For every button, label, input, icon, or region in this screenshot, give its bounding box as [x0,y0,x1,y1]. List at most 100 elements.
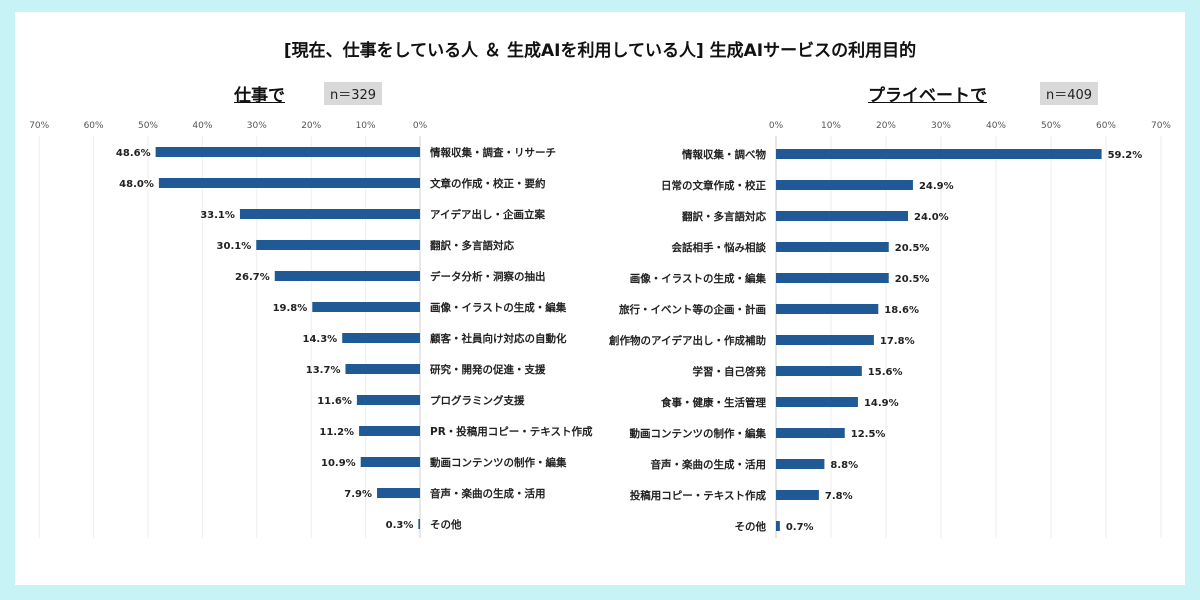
tick-label: 60% [1096,121,1116,131]
data-label: 0.3% [386,520,414,531]
bar [776,428,845,438]
bar [345,364,420,374]
tick-label: 30% [247,121,267,131]
bar [776,521,780,531]
category-label: 研究・開発の促進・支援 [430,363,546,376]
category-label: 旅行・イベント等の企画・計画 [619,303,766,316]
data-label: 12.5% [851,429,886,440]
tick-label: 60% [84,121,104,131]
bar [776,304,879,314]
tick-label: 20% [876,121,896,131]
bar [274,271,420,281]
category-label: 情報収集・調査・リサーチ [430,146,556,159]
category-label: 会話相手・悩み相談 [672,241,767,254]
data-label: 14.3% [303,334,338,345]
category-label: プログラミング支援 [430,394,525,407]
chart-panel [15,12,1185,585]
left-sample-size: n＝329 [324,82,383,105]
category-label: 学習・自己啓発 [693,365,767,378]
category-label: 動画コンテンツの制作・編集 [630,427,767,440]
bar [377,488,420,498]
bar [776,273,889,283]
bar [356,395,420,405]
bar [158,178,420,188]
category-label: 投稿用コピー・テキスト作成 [630,489,767,502]
category-label: データ分析・洞察の抽出 [430,270,546,283]
data-label: 48.0% [119,179,154,190]
tick-label: 0% [413,121,428,131]
tick-label: 30% [931,121,951,131]
category-label: 音声・楽曲の生成・活用 [651,458,767,471]
category-label: その他 [735,520,767,533]
data-label: 8.8% [830,460,858,471]
bar [256,240,420,250]
data-label: 13.7% [306,365,341,376]
data-label: 17.8% [880,336,915,347]
data-label: 20.5% [895,274,930,285]
tick-label: 0% [769,121,784,131]
bar [418,519,420,529]
tick-label: 40% [192,121,212,131]
right-sample-size: n＝409 [1040,82,1099,105]
data-label: 7.9% [344,489,372,500]
data-label: 30.1% [217,241,252,252]
bar [776,397,858,407]
tick-label: 50% [1041,121,1061,131]
data-label: 24.9% [919,181,954,192]
bar [776,211,908,221]
bar [155,147,420,157]
data-label: 19.8% [273,303,308,314]
tick-label: 70% [29,121,49,131]
category-label: 食事・健康・生活管理 [660,396,766,409]
category-label: 顧客・社員向け対応の自動化 [430,332,567,345]
category-label: 情報収集・調べ物 [682,148,766,161]
bar [312,302,420,312]
bar [360,457,420,467]
data-label: 18.6% [884,305,919,316]
data-label: 0.7% [786,522,814,533]
data-label: 10.9% [321,458,356,469]
data-label: 59.2% [1108,150,1143,161]
page-title: [現在、仕事をしている人 ＆ 生成AIを利用している人] 生成AIサービスの利用… [283,41,917,61]
data-label: 24.0% [914,212,949,223]
category-label: その他 [430,518,462,531]
bar [776,335,874,345]
bar [776,242,889,252]
bar [239,209,420,219]
left-chart-title: 仕事で [234,86,285,106]
data-label: 20.5% [895,243,930,254]
data-label: 33.1% [200,210,235,221]
data-label: 14.9% [864,398,899,409]
category-label: 翻訳・多言語対応 [682,210,766,223]
data-label: 11.6% [317,396,352,407]
category-label: 画像・イラストの生成・編集 [630,272,767,285]
data-label: 11.2% [319,427,354,438]
category-label: PR・投稿用コピー・テキスト作成 [430,425,593,438]
tick-label: 10% [356,121,376,131]
category-label: 音声・楽曲の生成・活用 [430,487,546,500]
tick-label: 40% [986,121,1006,131]
data-label: 15.6% [868,367,903,378]
data-label: 7.8% [825,491,853,502]
category-label: アイデア出し・企画立案 [430,208,545,221]
bar [776,459,825,469]
bar [776,490,819,500]
category-label: 動画コンテンツの制作・編集 [430,456,567,469]
category-label: 日常の文章作成・校正 [661,179,766,192]
bar [359,426,420,436]
data-label: 48.6% [116,148,151,159]
bar [776,366,862,376]
tick-label: 10% [821,121,841,131]
category-label: 文章の作成・校正・要約 [429,177,546,190]
bar [776,149,1102,159]
tick-label: 20% [301,121,321,131]
category-label: 創作物のアイデア出し・作成補助 [608,334,766,347]
category-label: 翻訳・多言語対応 [430,239,514,252]
tick-label: 70% [1151,121,1171,131]
right-chart-title: プライベートで [868,86,987,106]
category-label: 画像・イラストの生成・編集 [430,301,567,314]
bar [342,333,420,343]
data-label: 26.7% [235,272,270,283]
tick-label: 50% [138,121,158,131]
